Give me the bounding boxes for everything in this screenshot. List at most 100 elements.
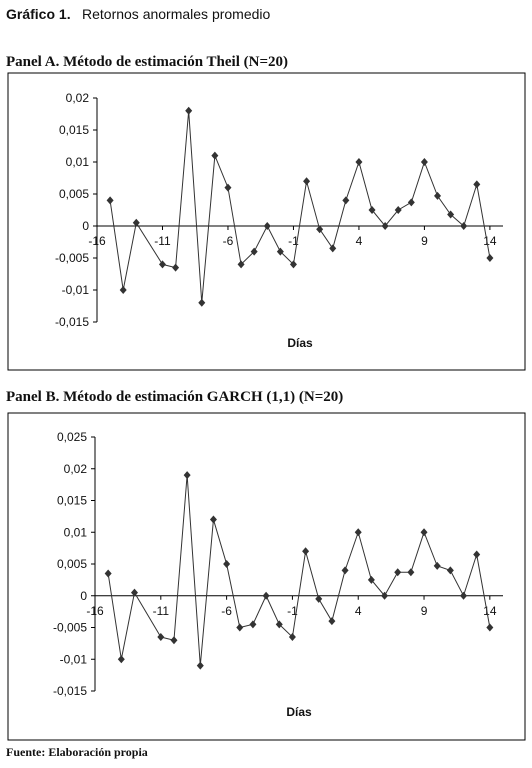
data-point <box>473 180 481 189</box>
data-point <box>119 286 127 294</box>
data-point <box>420 158 428 166</box>
x-axis-label: Días <box>287 336 313 350</box>
y-tick-label: 0 <box>82 219 89 233</box>
data-point <box>316 225 324 234</box>
panel-title: Panel A. Método de estimación Theil (N=2… <box>6 54 288 70</box>
y-tick-label: -0,005 <box>53 621 87 635</box>
data-point <box>211 151 219 160</box>
data-point <box>250 247 258 256</box>
y-tick-label: 0,02 <box>64 462 88 476</box>
x-tick-label: 4 <box>356 234 363 248</box>
y-tick-label: 0,015 <box>57 494 87 508</box>
x-tick-label: -6 <box>223 234 234 248</box>
data-point <box>289 260 297 269</box>
data-point <box>170 636 178 645</box>
y-tick-label: 0,015 <box>59 123 89 137</box>
x-tick-label: 9 <box>421 604 428 618</box>
data-point <box>236 623 244 632</box>
data-point <box>342 196 350 205</box>
data-point <box>341 566 349 575</box>
data-point <box>367 575 375 584</box>
data-point <box>407 568 415 577</box>
data-point <box>303 177 311 186</box>
data-point <box>460 222 468 230</box>
data-point <box>249 620 257 629</box>
data-point <box>354 528 362 537</box>
data-point <box>132 218 140 227</box>
x-tick-label: -16 <box>88 234 106 248</box>
x-tick-label: 14 <box>483 604 497 618</box>
data-point <box>486 254 494 262</box>
data-point <box>447 210 455 219</box>
data-point <box>185 106 193 115</box>
panel-frame <box>7 412 526 741</box>
y-tick-label: -0,015 <box>55 315 89 329</box>
data-point <box>486 623 494 632</box>
series-line <box>107 475 491 666</box>
data-point <box>224 183 232 192</box>
y-tick-label: 0,005 <box>57 557 87 571</box>
x-tick-label: 9 <box>421 234 428 248</box>
data-point <box>237 260 245 269</box>
y-tick-label: 0 <box>80 589 87 603</box>
x-tick-label: -16 <box>86 604 104 618</box>
data-point <box>196 661 204 670</box>
figure-title-bold: Gráfico 1. <box>6 6 71 22</box>
y-tick-label: 0,01 <box>64 525 88 539</box>
data-point <box>104 569 112 578</box>
x-tick-label: 14 <box>483 234 497 248</box>
data-point <box>460 591 468 600</box>
data-point <box>275 620 283 629</box>
y-tick-label: 0,01 <box>66 155 90 169</box>
data-point <box>172 263 180 272</box>
x-axis-label: Días <box>286 705 312 719</box>
data-point <box>433 561 441 570</box>
data-point <box>355 158 363 166</box>
data-point <box>158 260 166 269</box>
y-tick-label: 0,02 <box>66 91 90 105</box>
data-point <box>473 550 481 559</box>
data-point <box>446 566 454 575</box>
data-point <box>302 547 310 556</box>
x-tick-label: -11 <box>153 604 170 618</box>
figure-title: Retornos anormales promedio <box>82 6 271 22</box>
data-point <box>407 198 415 207</box>
data-point <box>394 206 402 214</box>
y-tick-label: -0,01 <box>62 283 90 297</box>
data-point <box>209 515 217 524</box>
panel-title: Panel B. Método de estimación GARCH (1,1… <box>6 389 343 405</box>
y-tick-label: 0,005 <box>59 187 89 201</box>
data-point <box>394 568 402 577</box>
y-tick-label: -0,005 <box>55 251 89 265</box>
data-point <box>130 588 138 597</box>
data-point <box>263 222 271 230</box>
data-point <box>315 594 323 603</box>
data-point <box>381 222 389 230</box>
x-tick-label: -6 <box>221 604 232 618</box>
data-point <box>288 633 296 642</box>
data-point <box>434 191 442 200</box>
data-point <box>368 206 376 214</box>
data-point <box>276 247 284 256</box>
data-point <box>157 633 165 642</box>
y-tick-label: -0,015 <box>53 684 87 698</box>
panel-frame <box>7 72 526 371</box>
data-point <box>117 655 125 664</box>
data-point <box>262 591 270 600</box>
x-tick-label: -1 <box>287 604 298 618</box>
data-point <box>381 591 389 600</box>
x-tick-label: 4 <box>355 604 362 618</box>
data-point <box>420 528 428 537</box>
data-point <box>106 196 114 205</box>
data-point <box>328 617 336 626</box>
x-tick-label: -1 <box>288 234 299 248</box>
x-tick-label: -11 <box>154 234 171 248</box>
data-point <box>223 560 231 568</box>
data-point <box>198 298 206 307</box>
y-tick-label: -0,01 <box>60 652 88 666</box>
series-line <box>109 110 491 303</box>
data-point <box>183 471 191 480</box>
y-tick-label: 0,025 <box>57 430 87 444</box>
source: Fuente: Elaboración propia <box>6 745 148 759</box>
